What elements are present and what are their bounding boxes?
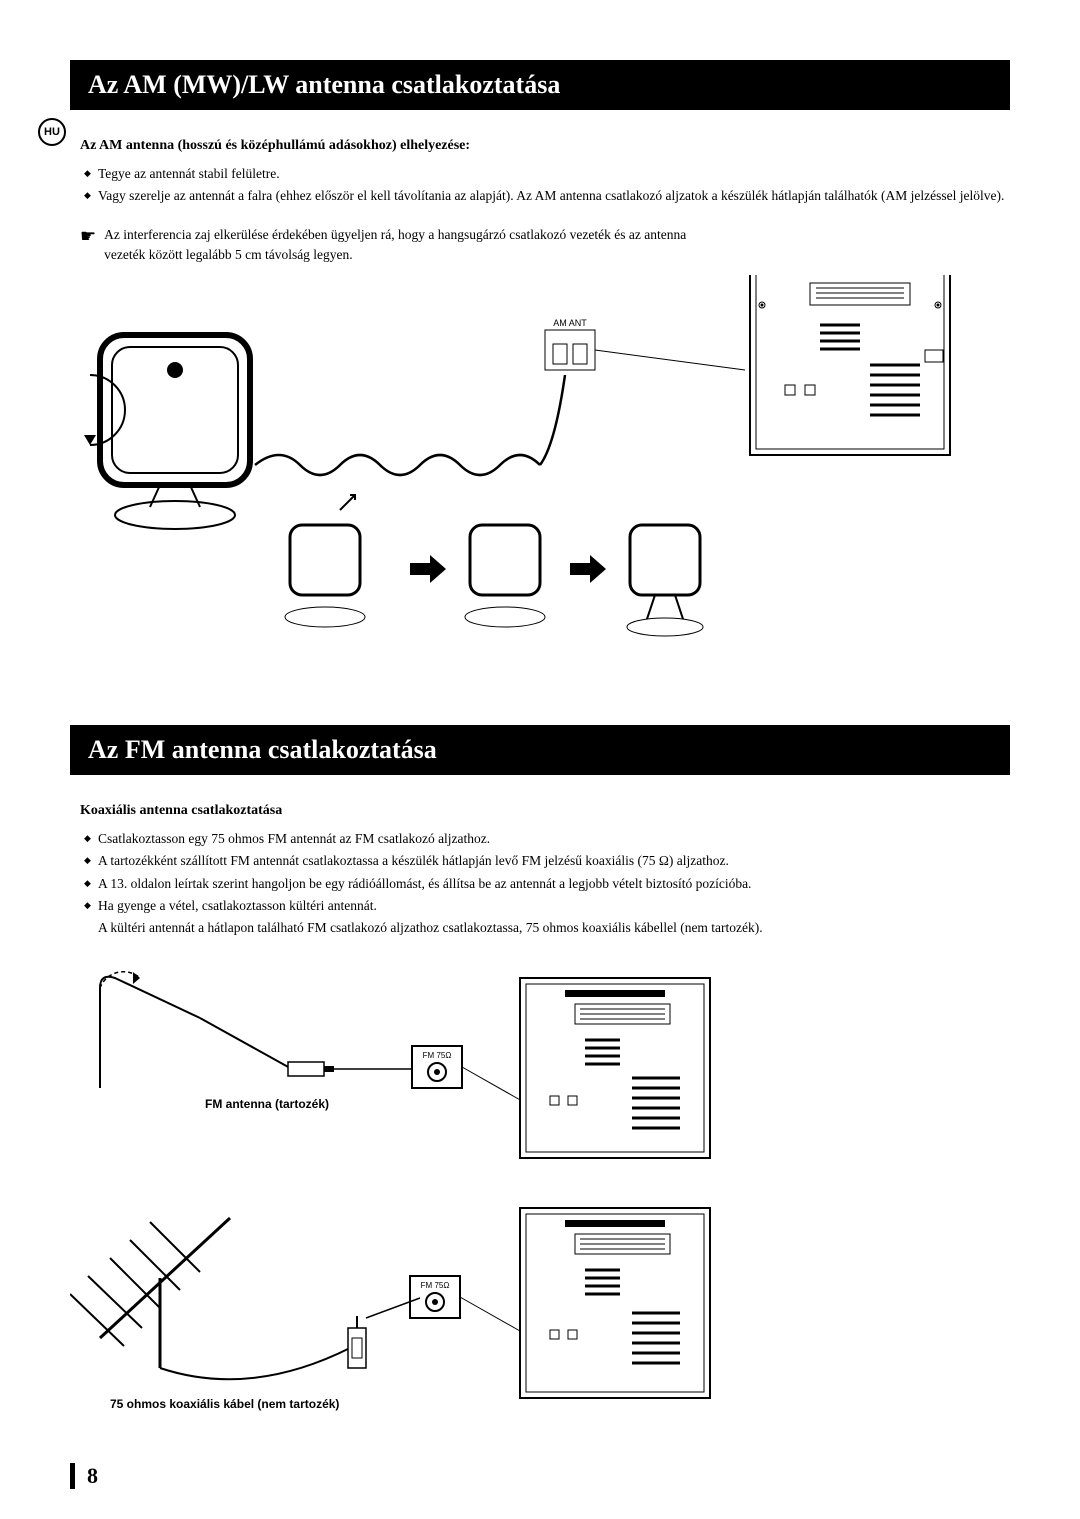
am-subheading: Az AM antenna (hosszú és középhullámú ad… <box>80 138 1010 154</box>
am-bullet-2: Vagy szerelje az antennát a falra (ehhez… <box>84 186 1010 206</box>
section-title-am: Az AM (MW)/LW antenna csatlakoztatása <box>70 60 1010 110</box>
fm75-label-2: FM 75Ω <box>421 1281 450 1290</box>
hand-icon: ☛ <box>80 227 96 245</box>
section-title-fm: Az FM antenna csatlakoztatása <box>70 725 1010 775</box>
fm-content: Koaxiális antenna csatlakoztatása Csatla… <box>70 803 1010 938</box>
am-bullet-list: Tegye az antennát stabil felületre. Vagy… <box>80 164 1010 207</box>
fm-diagram-1-svg: FM antenna (tartozék) FM 75Ω <box>70 968 770 1168</box>
am-note-row: ☛ Az interferencia zaj elkerülése érdeké… <box>80 225 700 266</box>
fm-sub-note: A kültéri antennát a hátlapon található … <box>80 918 1010 938</box>
page-number: 8 <box>70 1463 98 1489</box>
coax-caption: 75 ohmos koaxiális kábel (nem tartozék) <box>110 1397 339 1411</box>
fm-subheading: Koaxiális antenna csatlakoztatása <box>80 803 1010 819</box>
language-badge: HU <box>38 118 66 146</box>
fm-bullet-4: Ha gyenge a vétel, csatlakoztasson külté… <box>84 896 1010 916</box>
fm-diagram-2-svg: 75 ohmos koaxiális kábel (nem tartozék) … <box>70 1198 770 1418</box>
fm-bullet-1: Csatlakoztasson egy 75 ohmos FM antennát… <box>84 829 1010 849</box>
fm-bullet-2: A tartozékként szállított FM antennát cs… <box>84 851 1010 871</box>
fm-diagram-1: FM antenna (tartozék) FM 75Ω <box>70 968 1010 1168</box>
fm-bullet-3: A 13. oldalon leírtak szerint hangoljon … <box>84 874 1010 894</box>
fm75-label-1: FM 75Ω <box>423 1051 452 1060</box>
am-diagram-svg: AM ANT <box>70 275 970 655</box>
amant-label: AM ANT <box>553 318 587 328</box>
fm-antenna-caption: FM antenna (tartozék) <box>205 1097 329 1111</box>
am-content: Az AM antenna (hosszú és középhullámú ad… <box>70 138 1010 265</box>
am-diagram: AM ANT <box>70 275 1010 655</box>
am-note-text: Az interferencia zaj elkerülése érdekébe… <box>104 225 700 266</box>
fm-bullet-list: Csatlakoztasson egy 75 ohmos FM antennát… <box>80 829 1010 916</box>
fm-diagram-2: 75 ohmos koaxiális kábel (nem tartozék) … <box>70 1198 1010 1418</box>
am-bullet-1: Tegye az antennát stabil felületre. <box>84 164 1010 184</box>
